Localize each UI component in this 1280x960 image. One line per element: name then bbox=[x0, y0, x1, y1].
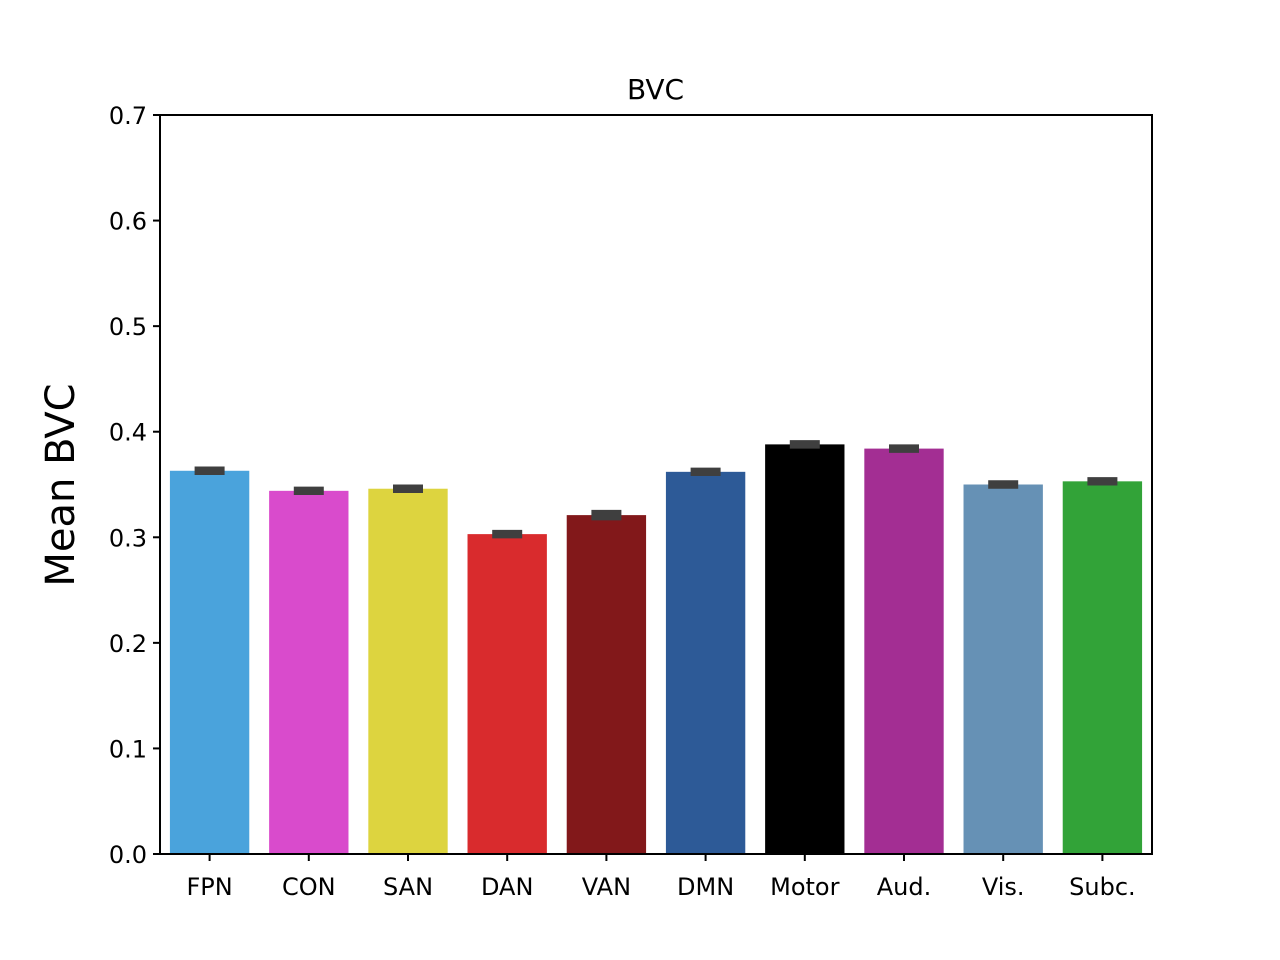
x-tick-label: VAN bbox=[582, 873, 631, 901]
bar-subc bbox=[1062, 481, 1143, 854]
y-tick-label: 0.1 bbox=[109, 735, 147, 763]
y-tick-label: 0.7 bbox=[109, 102, 147, 130]
y-tick-label: 0.0 bbox=[109, 841, 147, 869]
x-axis-ticks: FPN CON SAN DAN VAN DMN Motor Aud. Vis. Subc. bbox=[186, 854, 1136, 901]
x-tick-label: CON bbox=[282, 873, 336, 901]
x-tick-label: Motor bbox=[770, 873, 839, 901]
bar-aud bbox=[864, 448, 944, 854]
bar-dan bbox=[467, 534, 547, 854]
x-tick-label: FPN bbox=[186, 873, 232, 901]
y-tick-label: 0.3 bbox=[109, 524, 147, 552]
bar-con bbox=[269, 490, 349, 854]
x-tick-label: Vis. bbox=[982, 873, 1025, 901]
x-tick-label: Subc. bbox=[1069, 873, 1136, 901]
bar-van bbox=[566, 515, 647, 854]
x-tick-label: DMN bbox=[677, 873, 734, 901]
plot-frame bbox=[159, 114, 1153, 855]
x-tick-label: DAN bbox=[481, 873, 533, 901]
bar-fpn bbox=[169, 470, 250, 854]
y-tick-label: 0.2 bbox=[109, 630, 147, 658]
x-tick-label: Aud. bbox=[877, 873, 932, 901]
y-tick-label: 0.4 bbox=[109, 419, 147, 447]
bars-group bbox=[169, 444, 1143, 854]
y-tick-label: 0.5 bbox=[109, 313, 147, 341]
bar-vis bbox=[963, 484, 1043, 854]
chart-title: BVC bbox=[627, 73, 684, 106]
x-tick-label: SAN bbox=[383, 873, 433, 901]
bar-dmn bbox=[665, 471, 746, 854]
y-axis-ticks: 0.0 0.1 0.2 0.3 0.4 0.5 0.6 0.7 bbox=[109, 102, 160, 869]
y-axis-label: Mean BVC bbox=[38, 383, 84, 586]
bar-san bbox=[368, 488, 448, 854]
bar-motor bbox=[765, 444, 845, 854]
error-bars-group bbox=[194, 440, 1118, 539]
y-tick-label: 0.6 bbox=[109, 208, 147, 236]
